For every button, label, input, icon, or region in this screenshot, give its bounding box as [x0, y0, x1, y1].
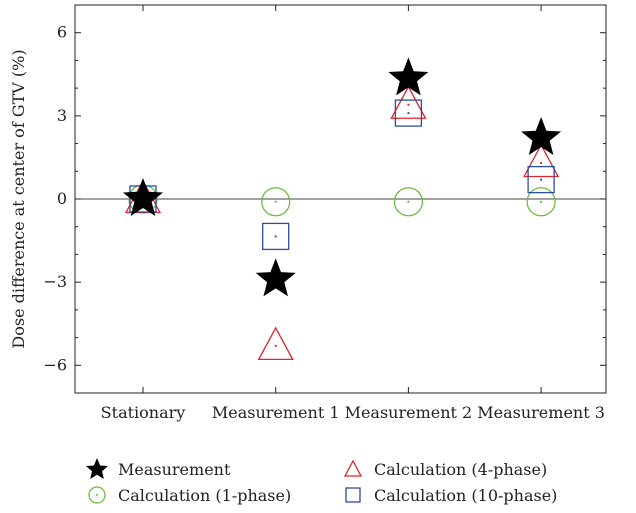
x-category-label: Stationary	[101, 403, 186, 422]
legend-square-marker	[345, 487, 361, 503]
data-point-measurement	[123, 178, 163, 216]
legend-label-calc-1phase: Calculation (1-phase)	[118, 485, 292, 505]
legend-item-calc-4phase: Calculation (4-phase)	[340, 458, 547, 480]
y-tick-label: 0	[57, 189, 67, 208]
y-tick-label: 6	[57, 23, 67, 42]
x-category-labels: Stationary Measurement 1 Measurement 2 Meas…	[101, 5, 605, 422]
data-point-center	[274, 235, 277, 238]
legend-label-calc-10phase: Calculation (10-phase)	[374, 485, 558, 505]
y-axis-label: Dose difference at center of GTV (%)	[9, 49, 28, 348]
legend-item-calc-10phase: Calculation (10-phase)	[340, 484, 557, 506]
data-point-calc-4phase	[523, 143, 560, 178]
data-point-calc-4phase	[390, 85, 427, 119]
legend: Measurement Calculation (1-phase) Calcul…	[84, 458, 604, 510]
data-point-calc-4phase	[257, 326, 294, 361]
star-icon	[84, 458, 110, 480]
x-category-label: Measurement 3	[477, 403, 605, 422]
data-point-center	[540, 178, 543, 181]
data-point-measurement	[388, 57, 429, 96]
data-marks	[123, 57, 562, 361]
y-tick-label: −6	[43, 355, 67, 374]
data-point-center	[540, 200, 543, 203]
data-point-calc-1phase	[261, 187, 291, 217]
legend-label-measurement: Measurement	[118, 459, 231, 479]
y-tick-label: 3	[57, 106, 67, 125]
legend-item-measurement: Measurement	[84, 458, 230, 480]
legend-triangle-marker	[343, 459, 363, 477]
x-category-label: Measurement 1	[212, 403, 340, 422]
data-point-calc-1phase	[393, 187, 424, 217]
legend-star-marker	[86, 458, 108, 479]
data-point-center	[407, 200, 410, 203]
data-point-calc-10phase	[527, 165, 555, 194]
data-point-calc-10phase	[394, 99, 423, 127]
data-point-calc-10phase	[262, 222, 290, 251]
data-point-center	[407, 103, 410, 106]
legend-circle-marker	[88, 486, 106, 504]
data-point-center	[540, 161, 543, 165]
data-point-calc-1phase	[526, 187, 556, 217]
data-point-measurement	[521, 117, 562, 155]
data-point-center	[274, 344, 277, 347]
data-point-center	[407, 111, 410, 115]
y-ticks: −6 −3 0 3 6	[43, 23, 606, 374]
data-point-measurement	[255, 258, 296, 297]
data-point-center	[274, 200, 277, 203]
square-icon	[340, 484, 366, 506]
y-tick-label: −3	[43, 272, 67, 291]
circle-icon	[84, 484, 110, 506]
legend-label-calc-4phase: Calculation (4-phase)	[374, 459, 548, 479]
chart: −6 −3 0 3 6 Stationary Measurement 1 Measureme…	[9, 4, 607, 422]
x-category-label: Measurement 2	[345, 403, 473, 422]
legend-item-calc-1phase: Calculation (1-phase)	[84, 484, 291, 506]
triangle-icon	[340, 458, 366, 480]
